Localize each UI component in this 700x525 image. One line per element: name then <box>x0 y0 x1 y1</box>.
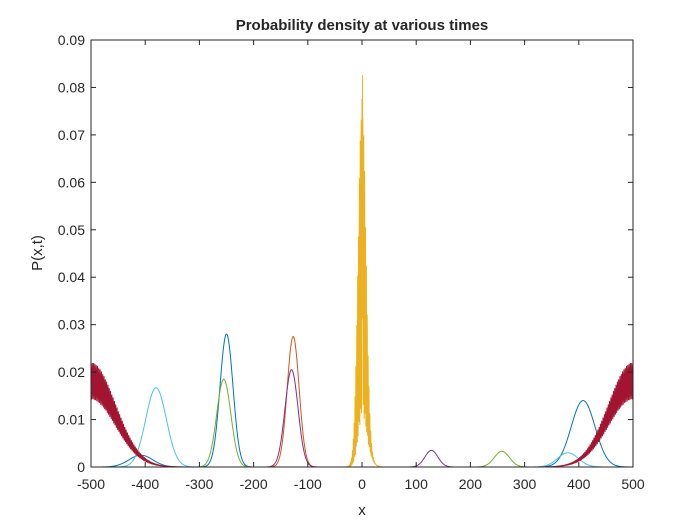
y-tick-label: 0.07 <box>58 127 85 143</box>
x-axis: -500 -400 -300 -200 -100 0 100 200 300 400 500 <box>77 40 645 492</box>
y-tick-label: 0.05 <box>58 222 85 238</box>
chart-title: Probability density at various times <box>236 17 489 34</box>
y-tick-label: 0.09 <box>58 32 85 48</box>
y-tick-label: 0.02 <box>58 364 85 380</box>
y-tick-label: 0 <box>77 459 85 475</box>
x-axis-label: x <box>358 502 366 519</box>
x-tick-label: -200 <box>240 476 268 492</box>
y-tick-label: 0.01 <box>58 412 85 428</box>
x-tick-label: 0 <box>358 476 366 492</box>
y-tick-label: 0.06 <box>58 174 85 190</box>
x-tick-label: 100 <box>405 476 429 492</box>
x-tick-label: 500 <box>621 476 645 492</box>
y-axis: 0 0.01 0.02 0.03 0.04 0.05 0.06 0.07 0.08 0.09 <box>58 32 633 475</box>
x-tick-label: -400 <box>131 476 159 492</box>
y-tick-label: 0.08 <box>58 79 85 95</box>
x-tick-label: -300 <box>185 476 213 492</box>
y-tick-label: 0.04 <box>58 269 85 285</box>
x-tick-label: 300 <box>513 476 537 492</box>
x-tick-label: 200 <box>459 476 483 492</box>
y-tick-label: 0.03 <box>58 317 85 333</box>
x-tick-label: -100 <box>294 476 322 492</box>
x-tick-label: 400 <box>567 476 591 492</box>
x-tick-label: -500 <box>77 476 105 492</box>
y-axis-label: P(x,t) <box>29 235 46 271</box>
